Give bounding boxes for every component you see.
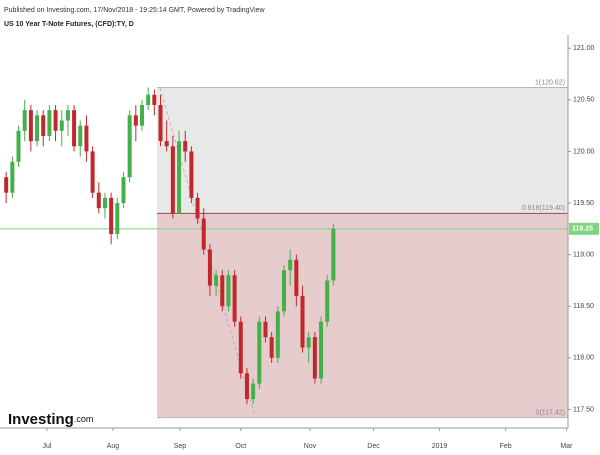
- x-tick-label: Nov: [304, 443, 317, 450]
- candle-body: [282, 270, 286, 312]
- candle-body: [331, 228, 336, 281]
- x-tick-label: Jul: [42, 443, 51, 450]
- x-tick-label: Sep: [174, 443, 187, 450]
- candle-body: [220, 275, 225, 307]
- candle-body: [121, 177, 126, 204]
- fib-label: 0.618(119.40): [522, 205, 565, 212]
- x-tick-label: 2019: [432, 443, 448, 450]
- candle-body: [22, 110, 27, 131]
- candle-body: [288, 259, 293, 271]
- y-tick-label: 120.50: [573, 97, 595, 104]
- fib-layer: 1(120.62) 0.618(119.40) 0(117.42): [157, 79, 568, 419]
- candle-body: [189, 151, 194, 198]
- y-tick-label: 119.50: [573, 200, 594, 207]
- candle-body: [47, 110, 52, 136]
- y-tick-label: 120.00: [573, 148, 595, 155]
- watermark: Investing.com: [8, 411, 93, 428]
- candle-body: [201, 218, 206, 250]
- candle-body: [183, 141, 188, 152]
- candle-body: [10, 161, 15, 193]
- candle-body: [325, 280, 330, 322]
- candle-body: [312, 337, 317, 379]
- candle-body: [102, 197, 107, 209]
- candle-body: [53, 110, 58, 131]
- watermark-brand: Investing: [8, 411, 74, 428]
- candle-body: [214, 275, 219, 286]
- header: Published on Investing.com, 17/Nov/2018 …: [4, 7, 266, 14]
- candle-body: [238, 321, 243, 374]
- last-price-box: [569, 222, 599, 235]
- x-tick-label: Feb: [500, 443, 512, 450]
- candle-body: [109, 197, 114, 234]
- y-tick-label: 119.00: [573, 251, 594, 258]
- candle-body: [195, 197, 200, 219]
- candle-body: [41, 115, 46, 136]
- fib-label: 0(117.42): [536, 410, 565, 417]
- x-tick-label: Aug: [107, 443, 120, 450]
- candle-body: [269, 337, 274, 358]
- x-tick-label: Mar: [560, 443, 573, 450]
- candle-body: [35, 115, 40, 142]
- candle-body: [133, 115, 138, 126]
- candle-body: [263, 321, 268, 338]
- candle-body: [177, 141, 182, 214]
- fib-zone-lower: [157, 213, 568, 418]
- candle-body: [140, 105, 144, 126]
- candle-body: [294, 259, 299, 296]
- y-tick-label: 118.50: [573, 303, 594, 310]
- candle-body: [275, 311, 280, 358]
- candle-body: [158, 105, 163, 142]
- candle-body: [170, 146, 175, 214]
- candle-body: [300, 295, 305, 348]
- candle-body: [78, 125, 83, 147]
- candle-body: [84, 125, 89, 152]
- candle-body: [4, 177, 9, 193]
- watermark-suffix: .com: [74, 414, 94, 424]
- candle-body: [65, 110, 70, 121]
- candle-body: [306, 337, 311, 348]
- fib-zone-upper: [157, 87, 568, 214]
- y-tick-label: 118.00: [573, 355, 594, 362]
- x-tick-label: Oct: [235, 443, 246, 450]
- candle-body: [72, 110, 77, 147]
- y-tick-label: 121.00: [573, 45, 595, 52]
- candle-body: [226, 275, 231, 307]
- candle-body: [96, 192, 101, 209]
- y-tick-label: 117.50: [573, 406, 594, 413]
- candle-body: [251, 383, 256, 400]
- candle-body: [127, 115, 132, 178]
- candle-body: [257, 321, 262, 384]
- candle-body: [16, 130, 21, 162]
- candle-body: [164, 141, 169, 147]
- candle-body: [59, 120, 64, 131]
- last-price-label: 119.25: [572, 226, 593, 233]
- candle-body: [232, 275, 237, 322]
- candle-body: [115, 203, 120, 234]
- candle-body: [207, 249, 212, 286]
- candle-body: [152, 94, 157, 106]
- candle-body: [90, 151, 95, 193]
- x-tick-label: Dec: [367, 443, 380, 450]
- candle-body: [146, 94, 151, 106]
- fib-label: 1(120.62): [535, 79, 565, 86]
- candle-body: [28, 110, 33, 142]
- candle-body: [244, 373, 249, 400]
- chart-title: US 10 Year T-Note Futures, (CFD):TY, D: [4, 21, 134, 28]
- candle-body: [319, 321, 324, 379]
